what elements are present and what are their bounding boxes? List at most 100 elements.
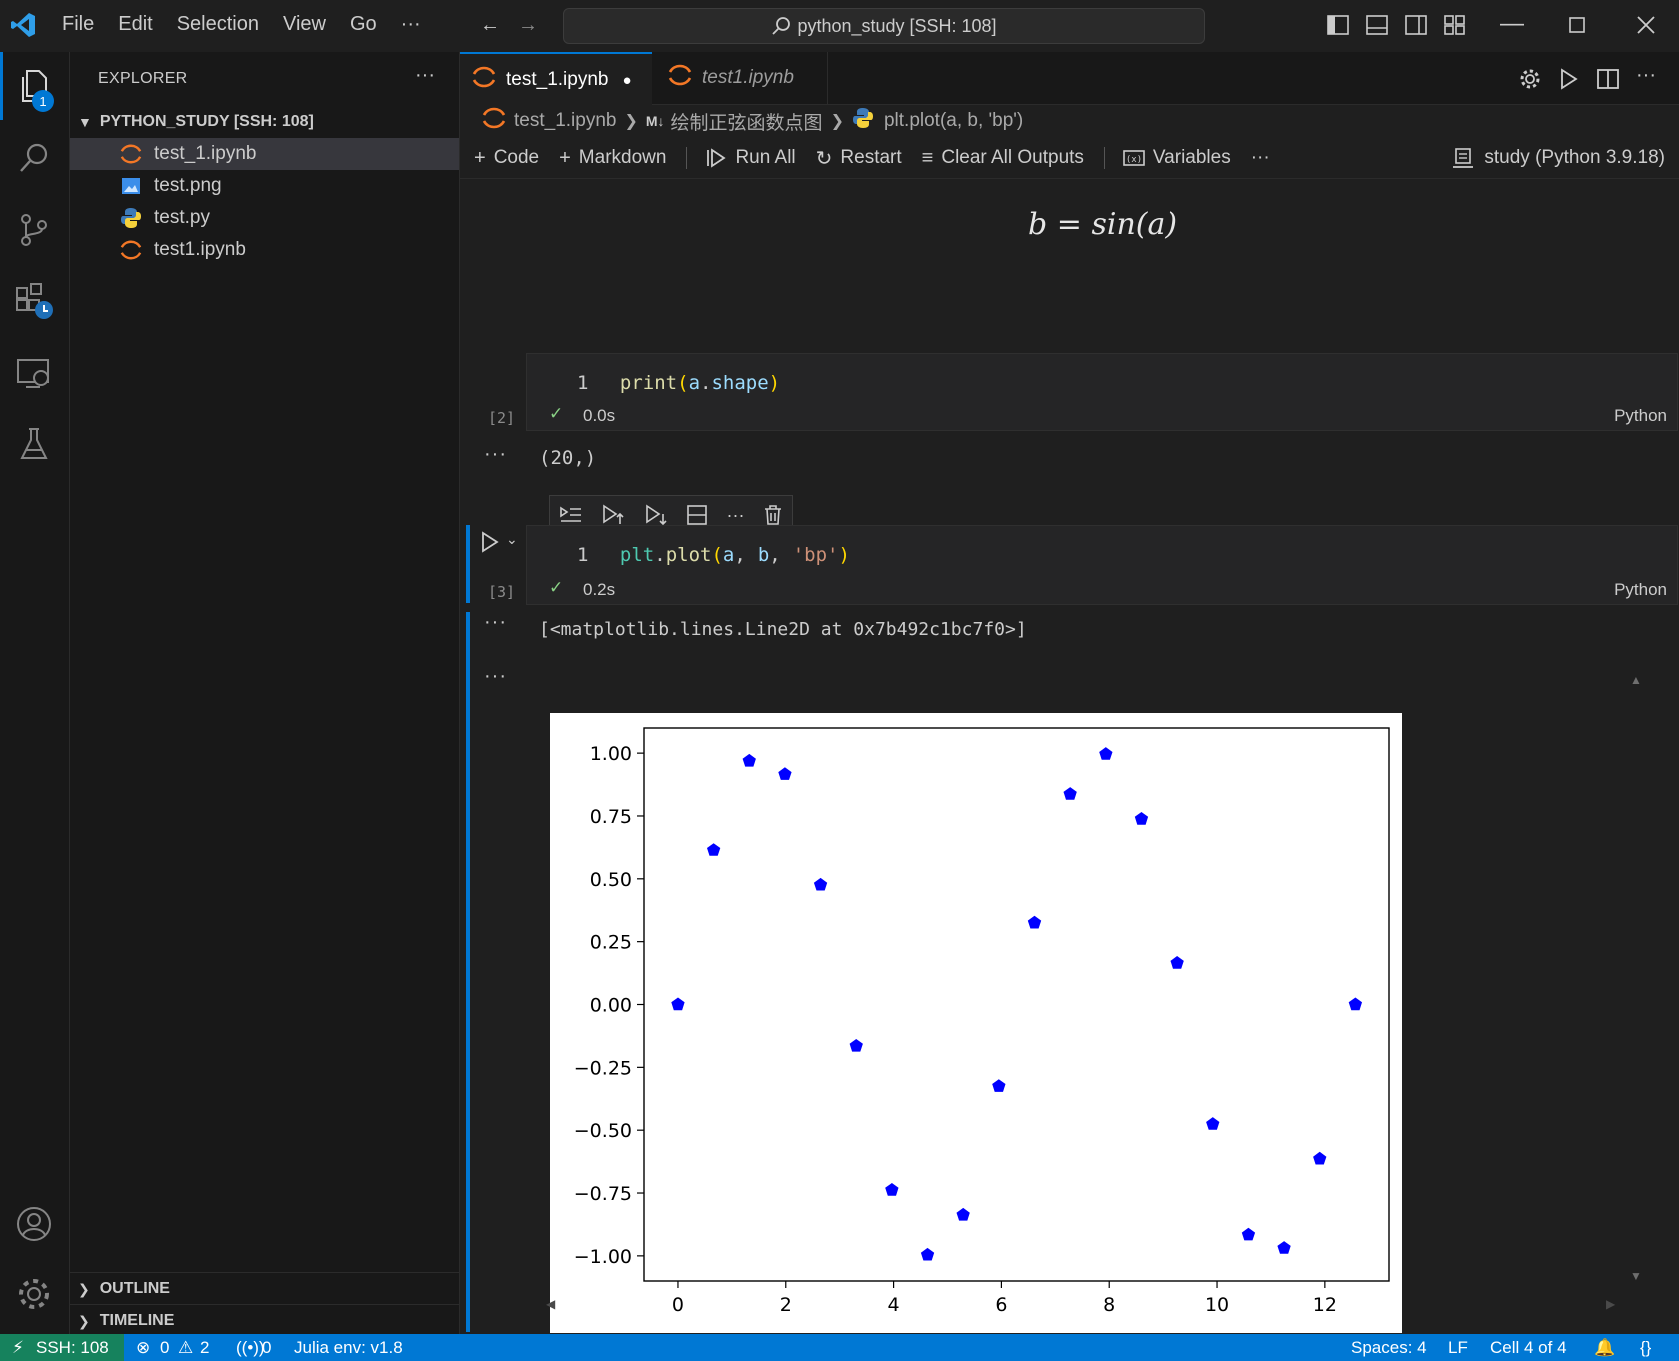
breadcrumb-section[interactable]: 绘制正弦函数点图 bbox=[670, 112, 823, 134]
add-markdown-button[interactable]: + Markdown bbox=[559, 147, 666, 170]
scroll-down-icon[interactable]: ▼ bbox=[1630, 1269, 1642, 1283]
tab-test-1-ipynb[interactable]: test_1.ipynb ● bbox=[460, 52, 652, 106]
line-number: 1 bbox=[577, 544, 589, 566]
restart-label: Restart bbox=[840, 147, 902, 168]
data-point bbox=[813, 877, 828, 891]
run-all-button[interactable]: Run All bbox=[705, 147, 796, 169]
chevron-down-icon[interactable]: ⌄ bbox=[506, 531, 518, 547]
jupyter-icon bbox=[472, 66, 496, 94]
execution-count: [3] bbox=[488, 583, 516, 601]
add-code-button[interactable]: + Code bbox=[474, 147, 539, 170]
back-arrow-icon[interactable]: ← bbox=[480, 14, 500, 36]
unsaved-dot-icon[interactable]: ● bbox=[622, 71, 632, 89]
add-markdown-label: Markdown bbox=[578, 147, 667, 168]
timeline-section[interactable]: ❯ TIMELINE bbox=[70, 1304, 459, 1337]
menu-edit[interactable]: Edit bbox=[118, 13, 153, 35]
menu-go[interactable]: Go bbox=[349, 13, 377, 35]
clear-outputs-button[interactable]: ≡ Clear All Outputs bbox=[922, 147, 1084, 170]
split-cell-icon[interactable] bbox=[686, 504, 708, 526]
kernel-picker[interactable]: study (Python 3.9.18) bbox=[1452, 147, 1665, 169]
customize-layout-icon[interactable] bbox=[1444, 15, 1466, 35]
tab-test1-ipynb[interactable]: test1.ipynb bbox=[652, 52, 828, 104]
source-control-icon[interactable] bbox=[14, 210, 54, 250]
code-editor[interactable]: 1 plt.plot(a, b,'bp') bbox=[577, 544, 850, 566]
execute-below-icon[interactable] bbox=[644, 504, 668, 526]
close-icon[interactable] bbox=[1636, 15, 1656, 35]
jupyter-icon bbox=[482, 107, 506, 135]
scroll-up-icon[interactable]: ▲ bbox=[1630, 673, 1642, 687]
ssh-label[interactable]: SSH: 108 bbox=[36, 1338, 109, 1357]
julia-env[interactable]: Julia env: v1.8 bbox=[294, 1338, 403, 1357]
testing-flask-icon[interactable] bbox=[14, 424, 54, 464]
toggle-primary-sidebar-icon[interactable] bbox=[1327, 15, 1349, 35]
maximize-icon[interactable] bbox=[1568, 16, 1586, 34]
end-of-line[interactable]: LF bbox=[1448, 1338, 1468, 1357]
data-point bbox=[778, 767, 792, 780]
indentation[interactable]: Spaces: 4 bbox=[1351, 1338, 1427, 1357]
accounts-icon[interactable] bbox=[14, 1204, 54, 1244]
delete-trash-icon[interactable] bbox=[763, 504, 783, 526]
file-item-test-png[interactable]: test.png bbox=[70, 170, 459, 202]
run-by-line-icon[interactable] bbox=[559, 505, 583, 525]
y-tick-label: 1.00 bbox=[590, 743, 632, 765]
file-item-test1-ipynb[interactable]: test1.ipynb bbox=[70, 234, 459, 266]
toolbar-more-button[interactable]: ··· bbox=[1251, 147, 1270, 169]
ports-count[interactable]: 0 bbox=[262, 1338, 272, 1357]
token-var: b bbox=[757, 544, 770, 566]
folder-header[interactable]: ▼ PYTHON_STUDY [SSH: 108] bbox=[70, 106, 459, 138]
split-editor-icon[interactable] bbox=[1597, 68, 1619, 90]
gear-icon[interactable] bbox=[1519, 68, 1541, 90]
math-b: b bbox=[1028, 207, 1048, 242]
search-icon[interactable] bbox=[14, 138, 54, 178]
menu-view[interactable]: View bbox=[282, 13, 326, 35]
braces-icon[interactable]: {} bbox=[1640, 1338, 1652, 1357]
sidebar-more-button[interactable]: ··· bbox=[415, 64, 435, 86]
menu-more[interactable]: ··· bbox=[400, 13, 421, 35]
bell-icon[interactable]: 🔔 bbox=[1594, 1338, 1616, 1357]
editor-more-button[interactable]: ··· bbox=[1636, 64, 1656, 86]
file-item-test-1-ipynb[interactable]: test_1.ipynb bbox=[70, 138, 459, 170]
menu-selection[interactable]: Selection bbox=[176, 13, 259, 35]
run-cell-icon[interactable] bbox=[480, 531, 500, 553]
token-paren: ) bbox=[838, 544, 850, 566]
code-cell-2[interactable]: 1 print(a.shape) ✓ 0.0s Python bbox=[526, 353, 1678, 431]
remote-explorer-icon[interactable] bbox=[14, 354, 54, 394]
error-icon: ⊗ bbox=[136, 1338, 151, 1357]
variables-icon: (x) bbox=[1123, 150, 1145, 166]
toggle-secondary-sidebar-icon[interactable] bbox=[1405, 15, 1427, 35]
y-tick-label: 0.25 bbox=[590, 932, 632, 954]
variables-button[interactable]: (x) Variables bbox=[1123, 147, 1231, 169]
execute-above-icon[interactable] bbox=[601, 504, 625, 526]
output-more-button[interactable]: ··· bbox=[484, 665, 507, 687]
command-center-search[interactable]: python_study [SSH: 108] bbox=[563, 8, 1205, 44]
minimize-icon[interactable]: — bbox=[1500, 10, 1524, 37]
toggle-panel-icon[interactable] bbox=[1366, 15, 1388, 35]
cell-position[interactable]: Cell 4 of 4 bbox=[1490, 1338, 1567, 1357]
outline-section[interactable]: ❯ OUTLINE bbox=[70, 1272, 459, 1305]
file-item-test-py[interactable]: test.py bbox=[70, 202, 459, 234]
menu-file[interactable]: File bbox=[62, 13, 95, 35]
token-module: plt bbox=[619, 544, 655, 566]
extensions-remote-icon[interactable] bbox=[14, 280, 54, 320]
scroll-left-icon[interactable]: ◀ bbox=[546, 1297, 556, 1311]
remote-indicator[interactable] bbox=[0, 1334, 124, 1361]
outline-label: OUTLINE bbox=[99, 1280, 170, 1297]
warning-count[interactable]: 2 bbox=[200, 1338, 210, 1357]
breadcrumb-symbol[interactable]: plt.plot(a, b, 'bp') bbox=[883, 110, 1024, 131]
forward-arrow-icon[interactable]: → bbox=[518, 14, 538, 36]
output-more-button[interactable]: ··· bbox=[484, 443, 507, 465]
cell-more-icon[interactable]: ··· bbox=[726, 504, 745, 525]
ports-icon: ((•)) bbox=[236, 1338, 265, 1357]
error-count[interactable]: 0 bbox=[160, 1338, 170, 1357]
cell-language[interactable]: Python bbox=[1614, 406, 1667, 425]
manage-gear-icon[interactable] bbox=[14, 1274, 54, 1314]
code-editor[interactable]: 1 print(a.shape) bbox=[577, 372, 780, 394]
file-label: test_1.ipynb bbox=[154, 143, 257, 164]
scroll-right-icon[interactable]: ▶ bbox=[1606, 1297, 1616, 1311]
breadcrumb-file[interactable]: test_1.ipynb bbox=[514, 110, 617, 131]
output-more-button[interactable]: ··· bbox=[484, 611, 507, 633]
run-icon[interactable] bbox=[1559, 68, 1579, 90]
code-cell-3[interactable]: 1 plt.plot(a, b,'bp') ✓ 0.2s Python bbox=[526, 525, 1678, 605]
restart-button[interactable]: ↻ Restart bbox=[816, 146, 902, 171]
cell-language[interactable]: Python bbox=[1614, 580, 1667, 599]
